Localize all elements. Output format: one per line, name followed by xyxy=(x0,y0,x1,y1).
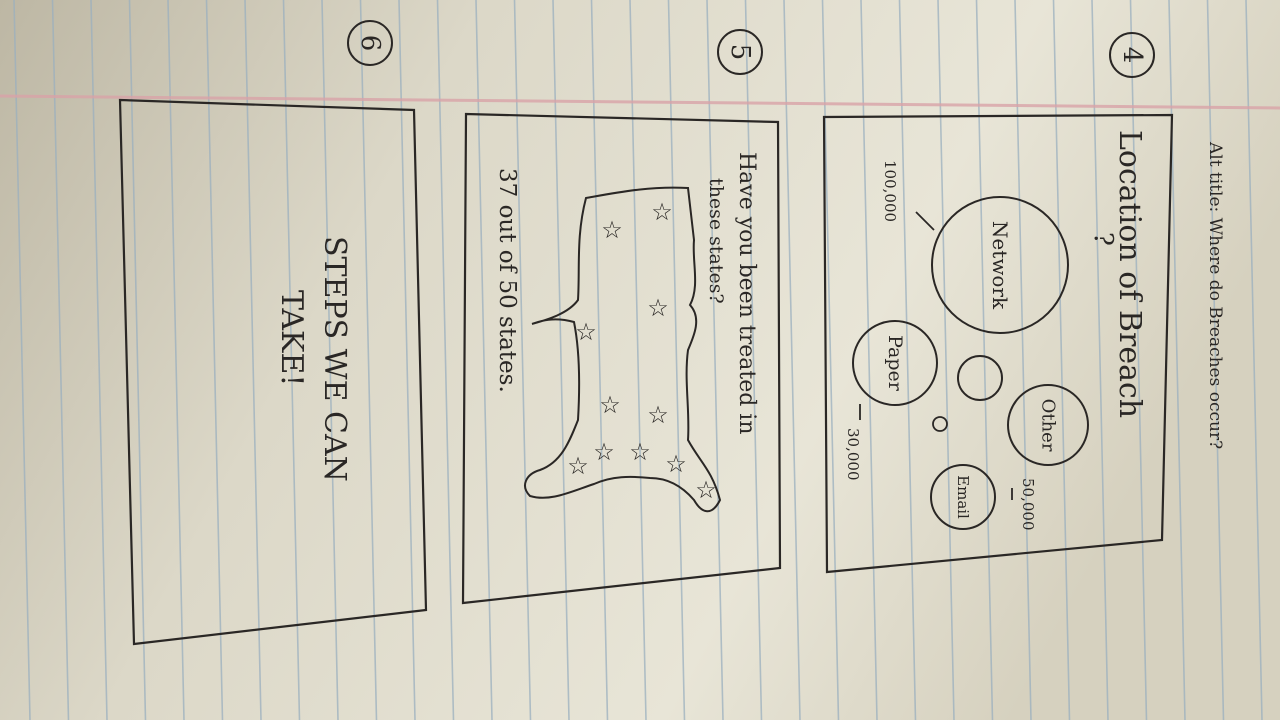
network-value: 100,000 xyxy=(881,160,899,222)
panel-6-number-circle xyxy=(347,20,393,66)
panel-4: 4 Alt title: Where do Breaches occur? Lo… xyxy=(822,32,1225,574)
usa-map-outline xyxy=(524,186,722,513)
state-star-icon: ☆ xyxy=(651,198,673,226)
ruled-line xyxy=(513,0,532,720)
ruled-line xyxy=(590,0,609,720)
unlabeled-bubble-small xyxy=(932,416,948,432)
state-star-icon: ☆ xyxy=(647,294,669,322)
email-bubble xyxy=(930,464,996,530)
network-leader xyxy=(915,211,935,231)
ruled-line xyxy=(13,0,31,720)
panel-4-number: 4 xyxy=(1117,47,1147,64)
ruled-line xyxy=(359,0,378,720)
panel-6-frame xyxy=(118,98,428,646)
ruled-line xyxy=(436,0,455,720)
state-stars: ☆ ☆ ☆ ☆ ☆ ☆ ☆ ☆ ☆ ☆ ☆ xyxy=(567,198,717,504)
email-label: Email xyxy=(954,475,972,519)
ruled-line xyxy=(860,0,878,720)
ruled-line xyxy=(1206,0,1225,720)
ruled-line xyxy=(975,0,994,720)
panel-4-frame xyxy=(822,113,1174,574)
ruled-line xyxy=(205,0,224,720)
ruled-line xyxy=(282,0,301,720)
ruled-line xyxy=(898,0,917,720)
panel-4-number-circle xyxy=(1109,32,1155,78)
ruled-line xyxy=(321,0,339,720)
margin-line xyxy=(0,94,1280,110)
ruled-line xyxy=(1014,0,1032,720)
paper-bubble xyxy=(852,320,938,406)
panel-5-number: 5 xyxy=(725,44,755,61)
ruled-line xyxy=(937,0,955,720)
email-value: 50,000 xyxy=(1019,478,1037,531)
unlabeled-bubble-medium xyxy=(957,355,1003,401)
alt-title: Alt title: Where do Breaches occur? xyxy=(1205,141,1225,449)
paper-label: Paper xyxy=(884,335,906,392)
panel-5-title-line2: these states? xyxy=(705,178,727,304)
ruled-line xyxy=(744,0,763,720)
paper-value: 30,000 xyxy=(844,428,862,481)
panel-5: 5 Have you been treated in these states?… xyxy=(461,29,782,605)
state-star-icon: ☆ xyxy=(575,318,597,346)
ruled-line xyxy=(1052,0,1071,720)
ruled-line xyxy=(128,0,147,720)
panel-4-title: Location of Breach xyxy=(1112,130,1147,418)
state-star-icon: ☆ xyxy=(567,452,589,480)
ruled-line xyxy=(1091,0,1109,720)
panel-6-line2: TAKE! xyxy=(274,290,309,386)
ruled-line xyxy=(629,0,647,720)
panel-6-line1: STEPS WE CAN xyxy=(317,236,352,482)
network-label: Network xyxy=(988,221,1012,310)
state-star-icon: ☆ xyxy=(695,476,717,504)
panel-5-number-circle xyxy=(717,29,763,75)
other-bubble xyxy=(1007,384,1089,466)
state-star-icon: ☆ xyxy=(665,450,687,478)
state-star-icon: ☆ xyxy=(599,391,621,419)
question-mark: ? xyxy=(1088,232,1118,246)
ruled-line xyxy=(398,0,416,720)
panel-5-title-line1: Have you been treated in xyxy=(734,152,759,435)
ruled-line xyxy=(51,0,70,720)
ruled-line xyxy=(552,0,570,720)
panel-5-frame xyxy=(461,112,782,605)
ruled-line xyxy=(783,0,801,720)
panel-5-caption: 37 out of 50 states. xyxy=(494,168,520,393)
state-star-icon: ☆ xyxy=(647,401,669,429)
other-label: Other xyxy=(1038,399,1059,452)
state-star-icon: ☆ xyxy=(601,216,623,244)
panel-6: 6 STEPS WE CAN TAKE! xyxy=(118,20,428,646)
state-star-icon: ☆ xyxy=(629,438,651,466)
ruled-line xyxy=(90,0,108,720)
ruled-line xyxy=(1245,0,1263,720)
ruled-line xyxy=(1129,0,1148,720)
ruled-line xyxy=(167,0,185,720)
ruled-line xyxy=(821,0,840,720)
network-bubble xyxy=(931,196,1069,334)
ruled-line xyxy=(244,0,262,720)
ruled-lines xyxy=(13,0,1263,720)
state-star-icon: ☆ xyxy=(593,438,615,466)
panel-6-number: 6 xyxy=(355,35,385,52)
